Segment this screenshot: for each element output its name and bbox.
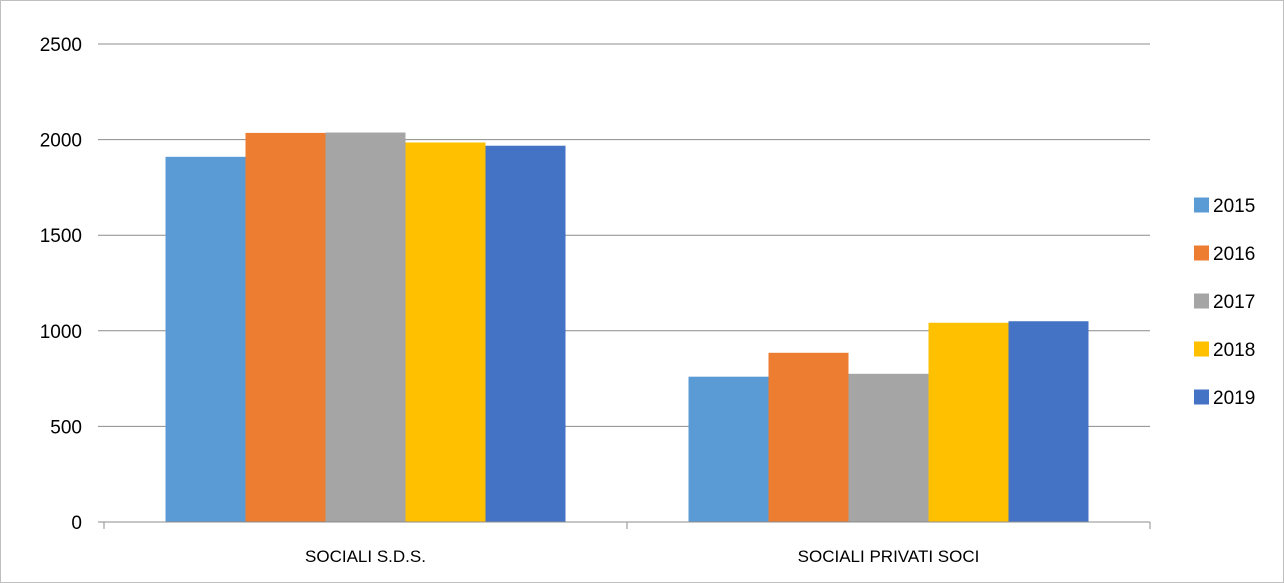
axes [98, 521, 1151, 529]
y-tick-label: 2500 [40, 35, 82, 56]
bar-2017-2 [848, 373, 929, 522]
bar-2015-2 [688, 376, 769, 522]
y-tick-label: 1500 [40, 226, 82, 247]
legend-swatch [1194, 389, 1209, 405]
bar-2018-1 [405, 142, 486, 522]
bar-2018-2 [928, 322, 1009, 522]
legend-swatch [1194, 293, 1209, 309]
y-tick-label: 1000 [40, 322, 82, 343]
bar-2016-1 [245, 132, 326, 522]
legend-item-2017: 2017 [1194, 292, 1255, 313]
bar-2017-1 [325, 132, 406, 522]
legend-swatch [1194, 341, 1209, 357]
legend: 2015 2016 2017 2018 2019 [1194, 196, 1255, 409]
category-label: SOCIALI PRIVATI SOCI [798, 547, 980, 566]
legend-label: 2015 [1213, 196, 1255, 217]
bar-2015-1 [165, 156, 246, 523]
legend-label: 2016 [1213, 244, 1255, 265]
y-axis-tick-labels: 0 500 1000 1500 2000 2500 [40, 35, 82, 534]
y-tick-label: 500 [50, 417, 82, 438]
y-tick-label: 0 [71, 513, 82, 534]
legend-swatch [1194, 197, 1209, 213]
bar-2019-1 [485, 145, 566, 523]
legend-item-2016: 2016 [1194, 244, 1255, 265]
legend-item-2019: 2019 [1194, 388, 1255, 409]
legend-label: 2019 [1213, 388, 1255, 409]
y-tick-label: 2000 [40, 131, 82, 152]
bars [165, 132, 1089, 523]
category-label: SOCIALI S.D.S. [305, 547, 426, 566]
legend-label: 2017 [1213, 292, 1255, 313]
legend-item-2018: 2018 [1194, 340, 1255, 361]
x-axis-category-labels: SOCIALI S.D.S. SOCIALI PRIVATI SOCI [305, 547, 979, 566]
legend-item-2015: 2015 [1194, 196, 1255, 217]
bar-2019-2 [1008, 321, 1089, 522]
legend-swatch [1194, 245, 1209, 261]
bar-2016-2 [768, 352, 849, 522]
legend-label: 2018 [1213, 340, 1255, 361]
